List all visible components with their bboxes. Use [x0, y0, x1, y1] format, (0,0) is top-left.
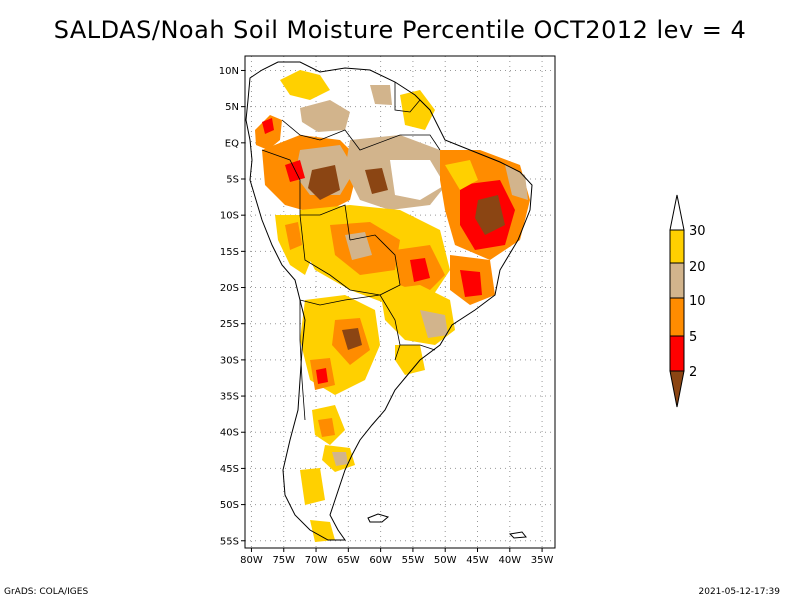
latitude-labels: 10N 5N EQ 5S 10S 15S 20S 25S 30S 35S 40S 45S 50S 55S — [219, 66, 239, 547]
colorbar-label: 2 — [689, 365, 697, 380]
shade-patch — [345, 232, 372, 260]
lat-tick-label: 5S — [226, 175, 239, 186]
shade-patch — [365, 168, 388, 194]
fuego-island — [508, 531, 527, 539]
lat-tick-label: 25S — [220, 319, 239, 330]
shade-patch — [300, 100, 350, 132]
lon-tick-label: 70W — [305, 555, 328, 566]
colorbar-seg-5-10 — [669, 297, 685, 337]
lat-tick-label: 15S — [220, 247, 239, 258]
shade-patch — [308, 165, 340, 200]
lat-tick-label: 10N — [219, 66, 239, 77]
colorbar-seg-20-30 — [669, 229, 685, 264]
shade-patch — [395, 345, 425, 375]
shade-patch — [255, 115, 282, 150]
shade-patch — [400, 90, 435, 130]
shade-patch — [300, 468, 325, 505]
shade-patch — [310, 520, 335, 542]
shade-patch — [316, 368, 328, 384]
colorbar-label: 20 — [689, 260, 706, 275]
colorbar-label: 5 — [689, 330, 697, 345]
country-borders — [261, 82, 441, 421]
shade-patch — [390, 160, 445, 200]
lon-tick-label: 65W — [337, 555, 360, 566]
shade-patch — [280, 70, 330, 100]
longitude-labels: 80W 75W 70W 65W 60W 55W 50W 45W 40W 35W — [240, 555, 553, 566]
percentile-shading — [255, 70, 530, 542]
shade-patch — [420, 310, 448, 338]
lat-tick-label: 30S — [220, 355, 239, 366]
map-frame — [244, 55, 556, 549]
lat-tick-label: 5N — [225, 102, 239, 113]
lat-tick-label: 40S — [220, 428, 239, 439]
shade-patch — [410, 258, 430, 282]
lat-tick-label: 10S — [220, 211, 239, 222]
shade-patch — [460, 270, 482, 297]
colorbar-label: 10 — [689, 294, 706, 309]
colorbar-label: 30 — [689, 224, 706, 239]
lat-tick-label: 35S — [220, 392, 239, 403]
axis-ticks — [241, 69, 543, 552]
colorbar: 30 20 10 5 2 — [669, 194, 706, 408]
shade-patch — [285, 222, 302, 250]
lon-tick-label: 35W — [531, 555, 554, 566]
map-title: SALDAS/Noah Soil Moisture Percentile OCT… — [53, 16, 747, 44]
shade-patch — [342, 328, 362, 350]
lon-tick-label: 75W — [272, 555, 295, 566]
lon-tick-label: 55W — [402, 555, 425, 566]
colorbar-bottom-triangle — [669, 370, 685, 408]
lon-tick-label: 45W — [466, 555, 489, 566]
colorbar-seg-10-20 — [669, 262, 685, 299]
footer-credit: GrADS: COLA/IGES — [4, 587, 89, 597]
footer-timestamp: 2021-05-12-17:39 — [698, 587, 781, 597]
colorbar-seg-2-5 — [669, 335, 685, 372]
lat-tick-label: 50S — [220, 500, 239, 511]
colorbar-top-triangle — [669, 194, 685, 231]
shade-patch — [475, 195, 505, 235]
lat-tick-label: EQ — [225, 138, 239, 149]
shade-patch — [332, 452, 348, 466]
shade-patch — [262, 118, 274, 134]
lon-tick-label: 80W — [240, 555, 263, 566]
coastline — [245, 61, 533, 541]
shade-patch — [318, 418, 335, 437]
shade-patch — [445, 160, 478, 190]
lon-tick-label: 40W — [498, 555, 521, 566]
lat-tick-label: 55S — [220, 536, 239, 547]
shade-patch — [370, 85, 392, 105]
shade-patch — [285, 160, 305, 182]
falkland-islands — [367, 513, 390, 523]
lat-tick-label: 45S — [220, 464, 239, 475]
lon-tick-label: 60W — [369, 555, 392, 566]
lat-tick-label: 20S — [220, 283, 239, 294]
lon-tick-label: 50W — [434, 555, 457, 566]
